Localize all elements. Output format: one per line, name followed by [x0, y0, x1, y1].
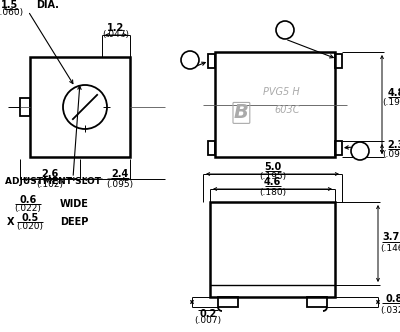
- Text: 2.4: 2.4: [111, 169, 129, 179]
- Text: DEEP: DEEP: [60, 217, 88, 227]
- Text: (.095): (.095): [106, 180, 134, 189]
- Bar: [210, 202, 335, 297]
- Text: (.007): (.007): [194, 316, 222, 325]
- Circle shape: [276, 21, 294, 39]
- Text: B: B: [234, 103, 249, 123]
- Text: 5.0: 5.0: [264, 162, 281, 172]
- Text: 3.71: 3.71: [382, 232, 400, 242]
- Text: X: X: [7, 217, 14, 227]
- Text: (.146): (.146): [380, 244, 400, 253]
- Bar: [307, 297, 327, 307]
- Text: (.102): (.102): [36, 180, 64, 189]
- Circle shape: [63, 85, 107, 129]
- Text: 1.5: 1.5: [1, 0, 19, 10]
- Text: 2.6: 2.6: [41, 169, 59, 179]
- Text: ADJUSTMENT SLOT: ADJUSTMENT SLOT: [5, 177, 101, 186]
- Text: PVG5 H: PVG5 H: [263, 87, 299, 97]
- Text: 603C: 603C: [274, 105, 300, 115]
- Text: 2.3: 2.3: [387, 140, 400, 150]
- Text: 4.8: 4.8: [387, 88, 400, 98]
- Bar: [335, 54, 342, 68]
- Text: (.190): (.190): [382, 98, 400, 107]
- Bar: [215, 52, 335, 157]
- Text: WIDE: WIDE: [60, 199, 89, 209]
- Text: 1.2: 1.2: [107, 23, 125, 33]
- Text: (.022): (.022): [14, 204, 42, 212]
- Text: 1: 1: [282, 25, 288, 35]
- Text: 0.8: 0.8: [385, 294, 400, 304]
- Bar: [20, 98, 30, 116]
- Text: 0.2: 0.2: [199, 309, 217, 319]
- Text: (.180): (.180): [259, 188, 286, 197]
- Text: (.090): (.090): [382, 150, 400, 159]
- Text: (.060): (.060): [0, 9, 24, 18]
- Text: DIA.: DIA.: [36, 0, 59, 10]
- Text: (.032): (.032): [380, 306, 400, 315]
- Text: 3: 3: [357, 146, 363, 156]
- Text: (.020): (.020): [16, 221, 44, 230]
- Text: 0.6: 0.6: [19, 195, 37, 205]
- Bar: [30, 57, 130, 157]
- Bar: [335, 141, 342, 155]
- Text: 4.6: 4.6: [264, 177, 281, 187]
- Bar: [208, 141, 215, 155]
- Text: 2: 2: [187, 55, 193, 65]
- Bar: [208, 54, 215, 68]
- Circle shape: [181, 51, 199, 69]
- Text: (.195): (.195): [259, 173, 286, 182]
- Text: 0.5: 0.5: [21, 213, 39, 223]
- Circle shape: [351, 142, 369, 160]
- Text: (.047): (.047): [102, 30, 130, 39]
- Bar: [218, 297, 238, 307]
